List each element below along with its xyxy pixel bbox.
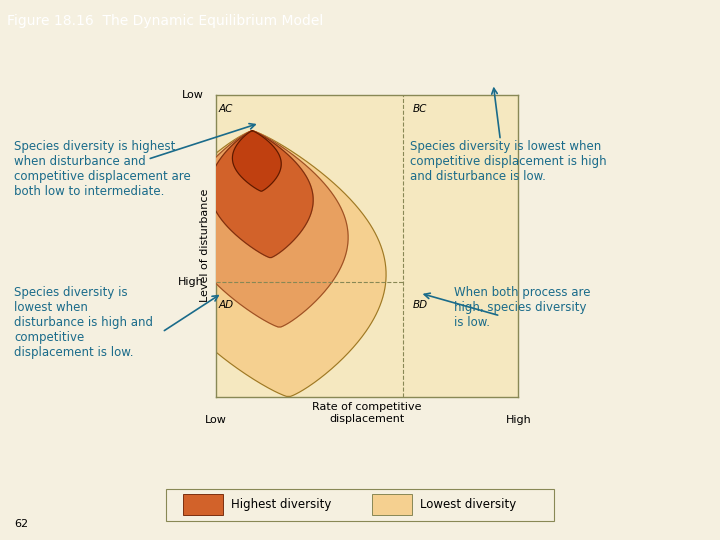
Text: Species diversity is highest
when disturbance and
competitive displacement are
b: Species diversity is highest when distur…	[14, 140, 191, 198]
Polygon shape	[184, 131, 348, 327]
Text: Lowest diversity: Lowest diversity	[420, 498, 517, 511]
Text: AC: AC	[219, 104, 233, 113]
Text: AD: AD	[219, 300, 234, 310]
Text: High: High	[178, 277, 204, 287]
Text: Species diversity is
lowest when
disturbance is high and
competitive
displacemen: Species diversity is lowest when disturb…	[14, 286, 153, 359]
Bar	[166, 489, 554, 521]
Text: Low: Low	[182, 90, 204, 99]
Bar	[372, 494, 413, 516]
Bar	[183, 494, 223, 516]
Text: 62: 62	[14, 519, 29, 529]
Polygon shape	[210, 131, 313, 258]
X-axis label: Rate of competitive
displacement: Rate of competitive displacement	[312, 402, 422, 424]
Text: Low: Low	[205, 415, 227, 425]
Text: Species diversity is lowest when
competitive displacement is high
and disturbanc: Species diversity is lowest when competi…	[410, 140, 607, 184]
Polygon shape	[233, 131, 282, 191]
Polygon shape	[155, 131, 386, 396]
Text: Figure 18.16  The Dynamic Equilibrium Model: Figure 18.16 The Dynamic Equilibrium Mod…	[7, 14, 323, 28]
Text: When both process are
high, species diversity
is low.: When both process are high, species dive…	[454, 286, 590, 329]
Text: BC: BC	[413, 104, 427, 113]
Text: High: High	[505, 415, 531, 425]
Text: Highest diversity: Highest diversity	[231, 498, 331, 511]
Text: BD: BD	[413, 300, 428, 310]
Y-axis label: Level of disturbance: Level of disturbance	[200, 189, 210, 302]
